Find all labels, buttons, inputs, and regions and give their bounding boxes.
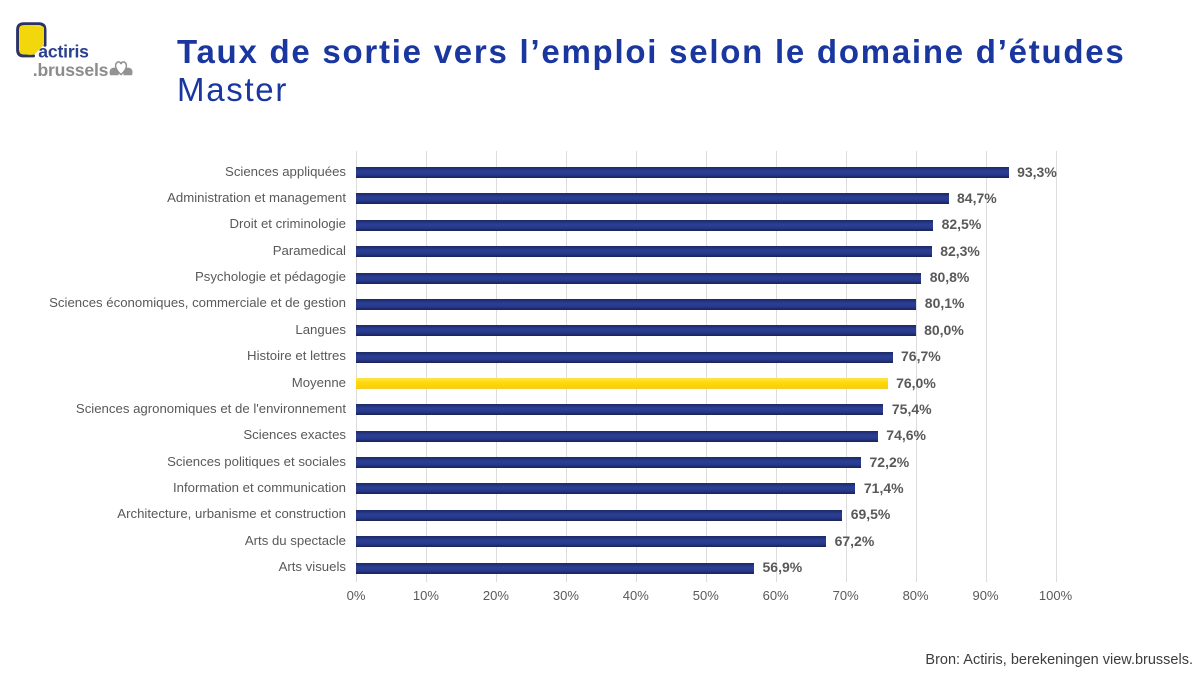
svg-text:actiris: actiris [38,41,89,61]
svg-text:.brussels: .brussels [33,60,109,80]
